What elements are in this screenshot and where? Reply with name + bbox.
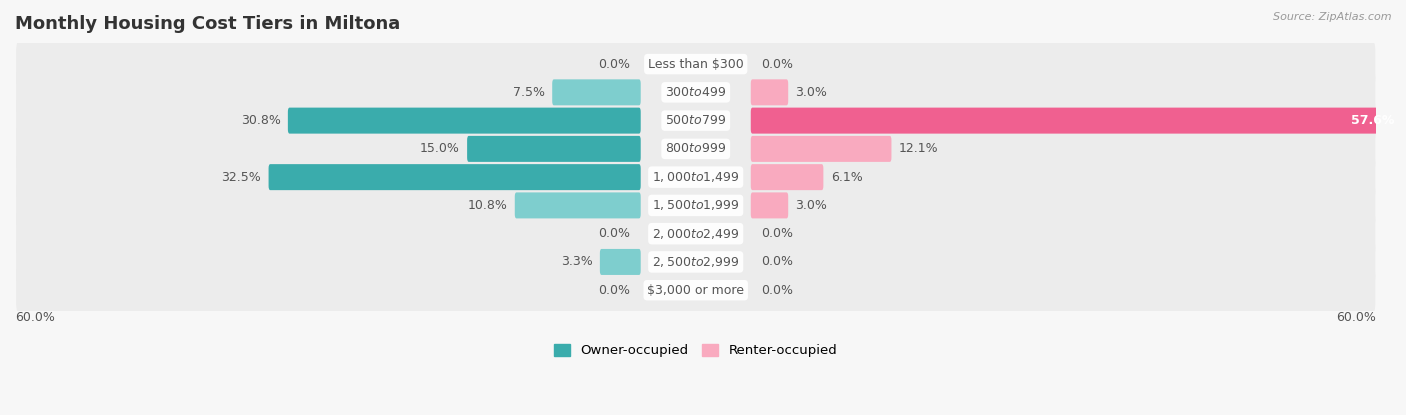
Text: 0.0%: 0.0% [762, 58, 793, 71]
Text: 0.0%: 0.0% [598, 227, 630, 240]
Text: $1,500 to $1,999: $1,500 to $1,999 [652, 198, 740, 212]
Text: 0.0%: 0.0% [762, 227, 793, 240]
FancyBboxPatch shape [751, 136, 891, 162]
Text: 3.3%: 3.3% [561, 256, 592, 269]
Text: 32.5%: 32.5% [222, 171, 262, 184]
Text: $2,000 to $2,499: $2,000 to $2,499 [652, 227, 740, 241]
Text: 0.0%: 0.0% [762, 256, 793, 269]
Text: 15.0%: 15.0% [420, 142, 460, 155]
FancyBboxPatch shape [515, 193, 641, 218]
Text: 6.1%: 6.1% [831, 171, 862, 184]
Text: Source: ZipAtlas.com: Source: ZipAtlas.com [1274, 12, 1392, 22]
FancyBboxPatch shape [751, 79, 789, 105]
Text: $2,500 to $2,999: $2,500 to $2,999 [652, 255, 740, 269]
FancyBboxPatch shape [15, 40, 1375, 88]
FancyBboxPatch shape [600, 249, 641, 275]
Text: 10.8%: 10.8% [468, 199, 508, 212]
Text: 7.5%: 7.5% [513, 86, 546, 99]
FancyBboxPatch shape [553, 79, 641, 105]
Text: $300 to $499: $300 to $499 [665, 86, 727, 99]
Text: 0.0%: 0.0% [762, 284, 793, 297]
FancyBboxPatch shape [751, 107, 1406, 134]
Text: 3.0%: 3.0% [796, 199, 828, 212]
Text: 12.1%: 12.1% [898, 142, 938, 155]
FancyBboxPatch shape [15, 181, 1375, 230]
FancyBboxPatch shape [269, 164, 641, 190]
Text: $500 to $799: $500 to $799 [665, 114, 727, 127]
Text: 60.0%: 60.0% [1337, 310, 1376, 324]
Text: 30.8%: 30.8% [240, 114, 280, 127]
FancyBboxPatch shape [15, 266, 1375, 315]
Text: Less than $300: Less than $300 [648, 58, 744, 71]
Text: 0.0%: 0.0% [598, 284, 630, 297]
FancyBboxPatch shape [15, 96, 1375, 145]
Text: 60.0%: 60.0% [15, 310, 55, 324]
FancyBboxPatch shape [15, 124, 1375, 173]
Text: 3.0%: 3.0% [796, 86, 828, 99]
Text: $1,000 to $1,499: $1,000 to $1,499 [652, 170, 740, 184]
FancyBboxPatch shape [751, 164, 824, 190]
Text: 57.6%: 57.6% [1351, 114, 1395, 127]
Legend: Owner-occupied, Renter-occupied: Owner-occupied, Renter-occupied [548, 337, 844, 364]
FancyBboxPatch shape [15, 68, 1375, 117]
FancyBboxPatch shape [15, 209, 1375, 258]
FancyBboxPatch shape [288, 107, 641, 134]
FancyBboxPatch shape [15, 238, 1375, 286]
FancyBboxPatch shape [467, 136, 641, 162]
FancyBboxPatch shape [15, 153, 1375, 201]
FancyBboxPatch shape [751, 193, 789, 218]
Text: $800 to $999: $800 to $999 [665, 142, 727, 155]
Text: 0.0%: 0.0% [598, 58, 630, 71]
Text: Monthly Housing Cost Tiers in Miltona: Monthly Housing Cost Tiers in Miltona [15, 15, 401, 33]
Text: $3,000 or more: $3,000 or more [647, 284, 744, 297]
